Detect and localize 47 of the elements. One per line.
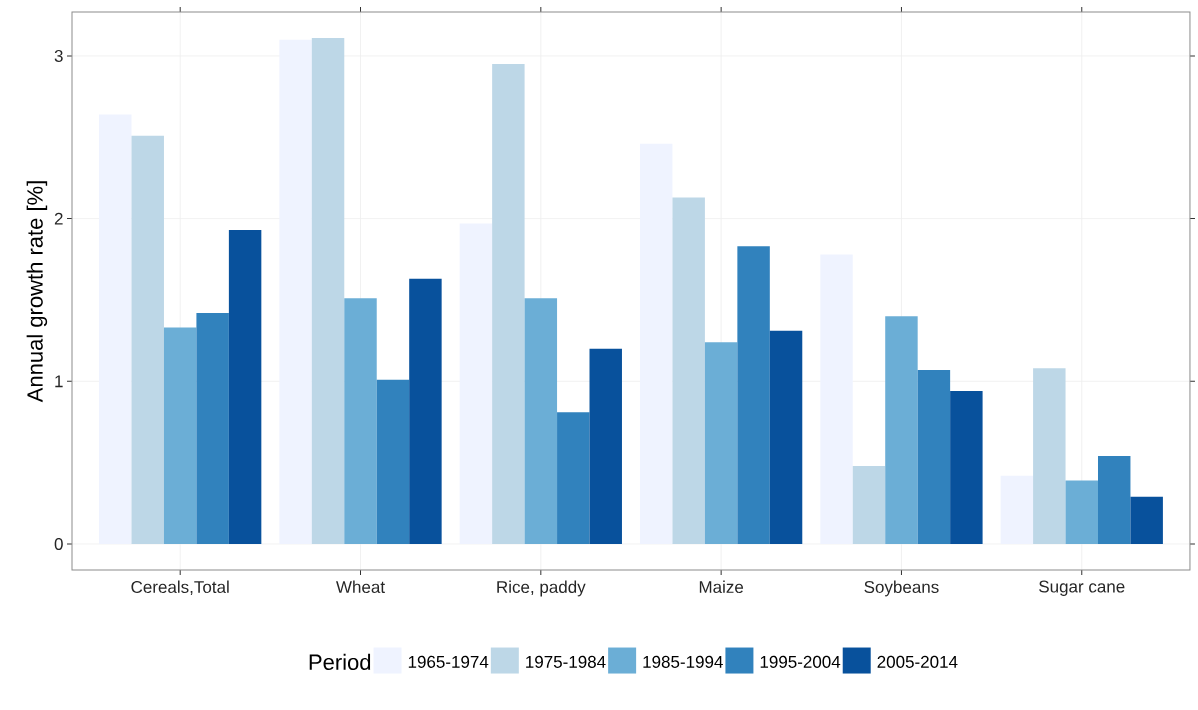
x-tick-label: Wheat (336, 580, 385, 594)
bar (492, 64, 525, 544)
bar (557, 412, 590, 544)
legend-label: 1995-2004 (760, 655, 841, 668)
bar (1098, 456, 1131, 544)
bar (196, 312, 229, 544)
bar (704, 342, 738, 544)
bar (459, 223, 493, 544)
legend-label: 1975-1984 (526, 655, 606, 668)
bar (589, 348, 622, 544)
bar (885, 316, 918, 544)
legend-title: Period (309, 653, 371, 670)
legend-label: 2005-2014 (877, 655, 958, 668)
bar (737, 246, 770, 544)
bar (524, 298, 558, 544)
legend-label: 1985-1994 (643, 655, 723, 668)
x-tick-label: Rice, paddy (497, 580, 586, 597)
y-tick-label: 3 (54, 49, 63, 62)
bar (163, 327, 197, 544)
bar (1130, 496, 1163, 544)
bar (131, 135, 164, 544)
x-tick-label: Maize (699, 580, 744, 594)
x-tick-label: Sugar cane (1039, 580, 1125, 596)
bar (917, 369, 951, 544)
bar (639, 143, 673, 544)
x-tick-label: Soybeans (864, 580, 939, 597)
bar (852, 465, 886, 544)
bar (1065, 480, 1098, 544)
bar (950, 391, 983, 544)
bar (311, 38, 345, 544)
bar (99, 114, 132, 544)
legend-label: 1965-1974 (408, 655, 489, 668)
bar (376, 379, 410, 544)
bar (769, 330, 803, 544)
bar (409, 278, 442, 544)
bar (344, 298, 377, 544)
y-axis-title: Annual growth rate [%] (26, 181, 48, 403)
bar (672, 197, 705, 544)
bar (1033, 368, 1066, 544)
y-tick-label: 1 (55, 375, 63, 388)
bar (1000, 475, 1034, 544)
x-tick-label: Cereals,Total (131, 580, 229, 596)
y-tick-label: 2 (54, 212, 63, 225)
bar (820, 254, 853, 544)
bar (228, 229, 262, 544)
y-tick-label: 0 (54, 537, 63, 550)
bar (279, 39, 312, 544)
